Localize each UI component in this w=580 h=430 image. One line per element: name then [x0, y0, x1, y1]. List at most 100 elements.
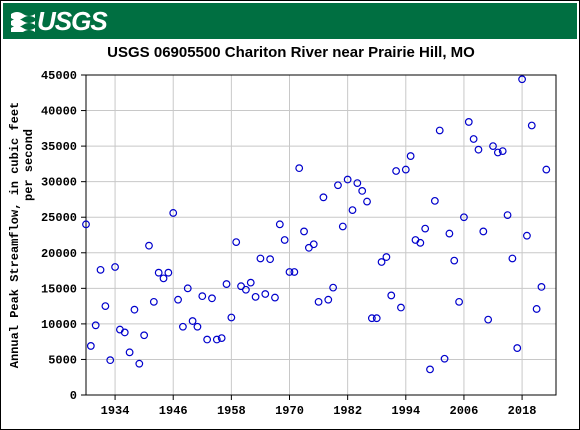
chart-title: USGS 06905500 Chariton River near Prairi…: [107, 44, 475, 61]
usgs-banner[interactable]: USGS: [3, 3, 577, 39]
data-point-35: [251, 292, 260, 301]
data-point-34: [246, 278, 255, 287]
y-tick-label-5: 25000: [41, 211, 77, 225]
data-point-74: [440, 354, 449, 363]
data-point-12: [140, 331, 149, 340]
y-tick-label-6: 30000: [41, 176, 77, 190]
y-tick-label-1: 5000: [48, 353, 77, 367]
x-tick-label-0: 1934: [101, 404, 130, 418]
data-point-22: [188, 317, 197, 325]
data-point-55: [348, 206, 357, 215]
y-tick-label-3: 15000: [41, 282, 77, 296]
x-tick-label-7: 2018: [508, 404, 537, 418]
grid-lines: [86, 74, 556, 396]
data-point-37: [261, 290, 270, 298]
data-point-89: [513, 344, 522, 352]
data-point-94: [537, 283, 546, 291]
data-point-29: [222, 280, 231, 288]
data-point-4: [101, 302, 110, 311]
data-point-18: [169, 209, 178, 217]
y-axis-title-line-1: Annual Peak Streamflow, in cubic feet: [8, 102, 22, 368]
data-point-33: [241, 285, 250, 294]
data-point-43: [290, 268, 299, 276]
data-point-24: [198, 292, 207, 301]
y-tick-label-2: 10000: [41, 318, 77, 332]
data-point-67: [406, 152, 415, 160]
x-tick-label-3: 1970: [275, 404, 304, 418]
data-point-41: [280, 236, 289, 244]
data-point-28: [217, 334, 226, 343]
y-tick-label-7: 35000: [41, 140, 77, 154]
data-point-16: [159, 274, 168, 283]
data-point-40: [275, 220, 284, 229]
data-points: [82, 75, 551, 374]
data-point-85: [493, 148, 502, 157]
data-point-57: [358, 187, 367, 195]
data-point-49: [319, 193, 328, 202]
data-point-93: [532, 305, 541, 313]
data-point-39: [271, 293, 279, 302]
data-point-58: [363, 197, 371, 206]
data-point-15: [154, 268, 163, 277]
data-point-73: [435, 126, 444, 135]
data-point-80: [469, 135, 478, 143]
data-point-17: [164, 268, 173, 277]
data-point-2: [91, 321, 100, 330]
data-point-79: [464, 118, 473, 126]
data-point-14: [149, 297, 158, 306]
data-point-52: [334, 181, 342, 190]
data-point-10: [130, 305, 139, 314]
data-point-71: [426, 365, 434, 374]
data-point-19: [174, 295, 182, 304]
data-point-42: [285, 268, 294, 276]
data-point-63: [387, 291, 396, 300]
data-point-20: [179, 322, 187, 331]
data-point-6: [111, 263, 119, 271]
data-point-45: [300, 227, 308, 236]
data-point-11: [135, 359, 144, 368]
data-point-95: [542, 165, 551, 174]
data-point-13: [145, 241, 153, 250]
data-point-76: [450, 256, 459, 265]
data-point-8: [120, 328, 129, 337]
data-point-91: [523, 231, 531, 240]
data-point-56: [353, 179, 362, 187]
x-tick-label-1: 1946: [159, 404, 188, 418]
data-point-75: [445, 229, 454, 238]
data-point-62: [382, 253, 391, 261]
y-tick-label-9: 45000: [41, 69, 77, 83]
data-point-23: [193, 322, 202, 331]
data-point-21: [183, 284, 192, 293]
data-point-84: [489, 142, 497, 151]
data-point-31: [232, 238, 241, 247]
data-point-54: [343, 175, 352, 184]
plot-area: [85, 74, 557, 396]
axis-ticks: 0 5000 10000 15000 20000 25000 30000 35000 40000…: [41, 69, 537, 418]
y-tick-label-0: 0: [70, 389, 77, 403]
data-point-5: [106, 356, 115, 365]
data-point-48: [314, 297, 323, 306]
usgs-logo-text: USGS: [37, 6, 108, 36]
data-point-50: [324, 295, 333, 304]
x-tick-label-6: 2006: [450, 404, 479, 418]
data-point-0: [82, 220, 90, 229]
data-point-81: [474, 145, 483, 154]
data-point-36: [256, 254, 265, 263]
data-point-59: [367, 314, 376, 323]
data-point-25: [203, 335, 212, 344]
usgs-wave-icon: [11, 12, 35, 32]
x-tick-label-5: 1994: [391, 404, 420, 418]
data-point-78: [460, 213, 468, 222]
data-point-88: [508, 254, 517, 263]
data-point-70: [421, 224, 430, 233]
data-point-27: [212, 335, 221, 344]
data-point-53: [338, 222, 347, 231]
data-point-44: [295, 164, 304, 173]
data-point-61: [377, 258, 386, 266]
data-point-51: [329, 283, 338, 292]
data-point-69: [416, 238, 425, 247]
data-point-38: [266, 255, 275, 264]
y-axis-title-line-2: per second: [22, 129, 36, 201]
data-point-1: [86, 342, 95, 350]
